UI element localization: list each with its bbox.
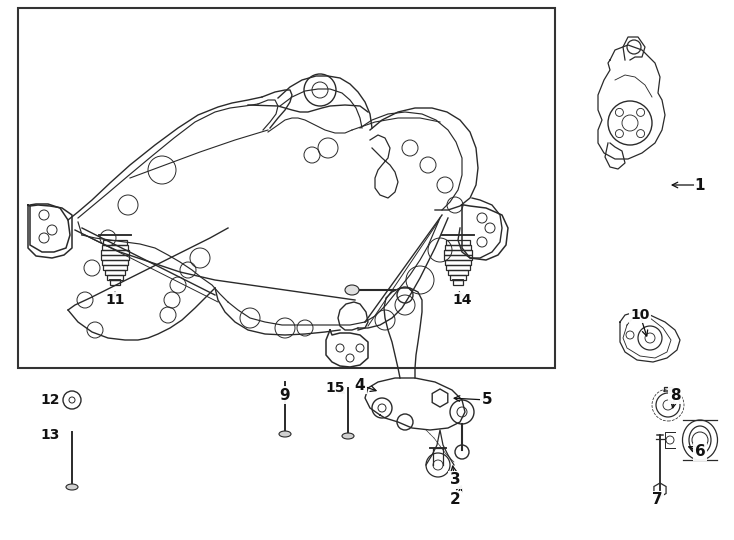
Ellipse shape [342, 433, 354, 439]
Text: 15: 15 [325, 381, 345, 395]
Ellipse shape [279, 431, 291, 437]
Text: 6: 6 [694, 444, 705, 460]
Ellipse shape [345, 285, 359, 295]
Bar [444, 255, 472, 260]
Text: 1: 1 [695, 178, 705, 192]
Bar [448, 270, 468, 275]
Text: 5: 5 [482, 393, 493, 408]
Bar [110, 280, 120, 285]
Text: 13: 13 [40, 428, 59, 442]
Bar [446, 240, 470, 245]
Bar [102, 260, 128, 265]
Bar [444, 250, 472, 255]
Text: 11: 11 [105, 293, 125, 307]
Text: 14: 14 [452, 293, 472, 307]
Bar [105, 270, 125, 275]
Bar [445, 245, 471, 250]
Text: 12: 12 [40, 393, 59, 407]
Text: 10: 10 [631, 308, 650, 322]
Bar [445, 260, 471, 265]
Bar [101, 255, 129, 260]
Bar [103, 240, 127, 245]
Ellipse shape [66, 484, 78, 490]
Bar [103, 265, 127, 270]
Text: 2: 2 [450, 492, 460, 508]
Bar [453, 280, 463, 285]
Bar [18, 8, 555, 368]
Text: 9: 9 [280, 388, 291, 402]
Text: 3: 3 [450, 472, 460, 488]
Text: 4: 4 [355, 377, 366, 393]
Bar [0, 539, 1, 540]
Bar [446, 265, 470, 270]
Bar [101, 250, 129, 255]
Bar [107, 275, 123, 280]
Text: 8: 8 [669, 388, 680, 402]
Text: 7: 7 [652, 492, 662, 508]
Bar [102, 245, 128, 250]
Bar [450, 275, 466, 280]
